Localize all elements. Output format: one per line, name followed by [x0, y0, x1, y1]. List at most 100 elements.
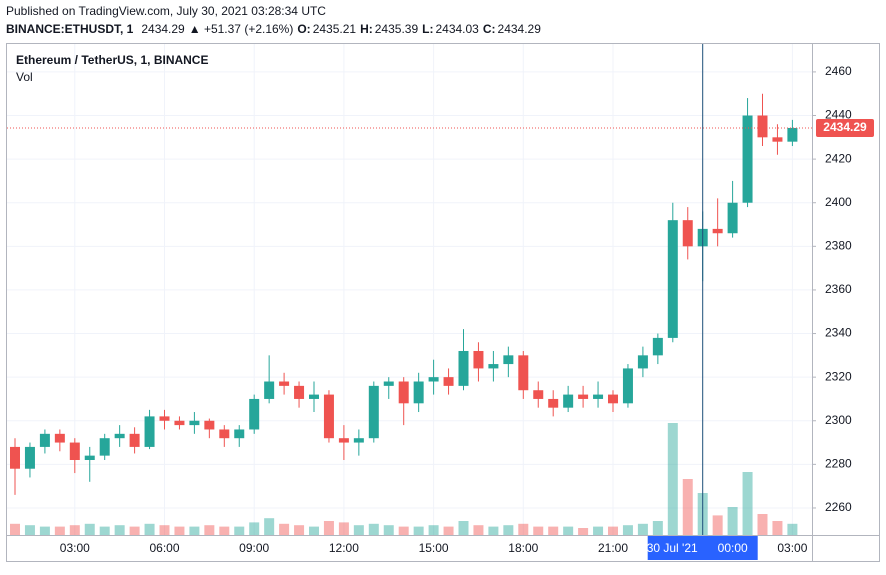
- volume-bar: [84, 523, 95, 535]
- candle-body: [548, 398, 559, 408]
- volume-bar: [54, 526, 65, 535]
- volume-bar: [682, 479, 693, 535]
- volume-bar: [69, 525, 80, 535]
- ohlc-value: 2434.29: [498, 22, 542, 36]
- y-tick-label: 2380: [825, 239, 852, 253]
- volume-bar: [667, 423, 678, 535]
- volume-bar: [309, 526, 319, 535]
- volume-bar: [204, 525, 215, 535]
- candle-body: [264, 381, 275, 399]
- candle-body: [279, 381, 290, 386]
- candle-body: [652, 337, 663, 356]
- chart-border: [6, 43, 880, 562]
- crosshair-date: 30 Jul '21: [647, 541, 698, 555]
- candle-body: [473, 350, 484, 369]
- candle-body: [787, 127, 798, 142]
- x-tick-label: 03:00: [60, 541, 90, 555]
- volume-bar: [622, 525, 633, 535]
- candle-body: [159, 416, 170, 421]
- x-tick-label: 18:00: [508, 541, 538, 555]
- candle-body: [757, 115, 768, 138]
- legend-title: Ethereum / TetherUS, 1, BINANCE: [16, 53, 208, 67]
- volume-bar: [398, 526, 409, 535]
- volume-bar: [652, 521, 663, 535]
- candle-body: [144, 416, 155, 447]
- candle-body: [682, 220, 693, 247]
- x-tick-label: 21:00: [598, 541, 628, 555]
- candle-body: [219, 429, 230, 439]
- volume-bar: [368, 523, 379, 535]
- volume-bar: [323, 521, 334, 535]
- ohlc-key: O:: [297, 22, 310, 36]
- y-tick-label: 2360: [825, 282, 852, 296]
- volume-bar: [129, 526, 140, 535]
- candle-body: [174, 420, 185, 426]
- volume-bar: [488, 526, 499, 535]
- y-tick-label: 2460: [825, 64, 852, 78]
- volume-bar: [742, 472, 753, 535]
- volume-bar: [458, 521, 469, 535]
- candle-body: [458, 350, 469, 386]
- volume-bar: [548, 526, 559, 535]
- volume-bar: [563, 526, 574, 535]
- volume-bar: [787, 523, 798, 535]
- grid: [7, 44, 812, 535]
- candle-body: [727, 202, 738, 234]
- y-tick-label: 2340: [825, 326, 852, 340]
- candle-body: [443, 377, 454, 386]
- candle-body: [593, 394, 604, 399]
- candle-body: [10, 446, 20, 469]
- volume-bar: [712, 515, 723, 535]
- candle-body: [368, 385, 379, 439]
- volume-bar: [189, 526, 200, 535]
- ohlc-key: C:: [483, 22, 496, 36]
- candle-body: [338, 438, 349, 443]
- candle-body: [54, 433, 65, 443]
- volume-bar: [518, 523, 529, 535]
- candle-body: [24, 446, 35, 469]
- y-tick-label: 2320: [825, 369, 852, 383]
- volume-bar: [338, 522, 349, 535]
- candle-body: [189, 420, 200, 426]
- crosshair-time: 00:00: [718, 541, 748, 555]
- x-tick-label: 03:00: [777, 541, 807, 555]
- published: Published on TradingView.com, July 30, 2…: [6, 4, 326, 18]
- candle-body: [637, 355, 648, 369]
- header-change: ▲ +51.37 (+2.16%): [189, 22, 294, 36]
- ohlc-key: L:: [422, 22, 433, 36]
- candle-body: [39, 433, 50, 447]
- x-tick-label: 12:00: [329, 541, 359, 555]
- candle-body: [428, 377, 439, 382]
- symbol: BINANCE:ETHUSDT, 1: [6, 22, 134, 36]
- volume-bar: [234, 526, 245, 535]
- y-tick-label: 2400: [825, 195, 852, 209]
- volume-bar: [99, 526, 110, 535]
- volume-bar: [114, 525, 125, 535]
- volume-bar: [757, 514, 768, 535]
- ohlc-value: 2435.21: [313, 22, 357, 36]
- candle-body: [533, 390, 544, 399]
- volume-bar: [637, 523, 648, 535]
- ohlc-value: 2434.03: [435, 22, 479, 36]
- candle-body: [323, 394, 334, 439]
- candle-body: [294, 385, 305, 399]
- candle-body: [563, 394, 574, 408]
- volume-bar: [428, 525, 439, 535]
- y-tick-label: 2420: [825, 151, 852, 165]
- candle-body: [742, 115, 753, 203]
- y-tick-label: 2440: [825, 108, 852, 122]
- candle-body: [249, 398, 260, 430]
- volume-bar: [174, 526, 185, 535]
- candle-body: [503, 355, 514, 365]
- volume-bar: [772, 521, 783, 535]
- ohlc-value: 2435.39: [375, 22, 419, 36]
- volume-bar: [383, 525, 394, 535]
- crosshair-box: [647, 536, 758, 560]
- last-price-label: 2434.29: [823, 120, 867, 134]
- volume-bar: [294, 525, 305, 535]
- candle-body: [712, 228, 723, 234]
- volume-bar: [593, 526, 604, 535]
- candle-body: [667, 220, 678, 338]
- x-tick-label: 09:00: [239, 541, 269, 555]
- x-tick-label: 15:00: [419, 541, 449, 555]
